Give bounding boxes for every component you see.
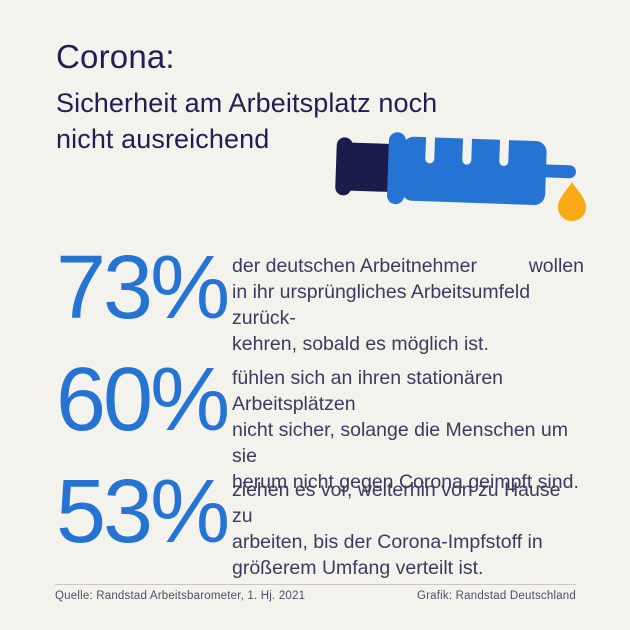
stat-53-line-2: arbeiten, bis der Corona-Impfstoff in (232, 531, 543, 553)
stat-value-53: 53% (56, 462, 230, 562)
stat-row-53: 53% ziehen es vor, weiterhin von zu Haus… (56, 462, 586, 581)
stat-60-line-3: herum nicht gegen Corona geimpft sind. (232, 471, 579, 493)
footer: Quelle: Randstad Arbeitsbarometer, 1. Hj… (55, 590, 576, 602)
stat-73-line-1b: wollen (528, 255, 584, 277)
stat-60-line-2: nicht sicher, solange die Menschen um si… (232, 419, 569, 467)
stat-text-60: fühlen sich an ihren stationären Arbeits… (232, 358, 584, 495)
stat-60-line-1: fühlen sich an ihren stationären Arbeits… (232, 367, 504, 415)
stat-value-60: 60% (56, 350, 230, 450)
footer-divider (55, 584, 576, 585)
stat-text-53: ziehen es vor, weiterhin von zu Hause zu… (232, 470, 584, 581)
stat-73-line-3: kehren, sobald es möglich ist. (232, 333, 489, 355)
footer-source: Quelle: Randstad Arbeitsbarometer, 1. Hj… (55, 590, 306, 602)
footer-credit: Grafik: Randstad Deutschland (416, 590, 576, 602)
stat-text-73: der deutschen Arbeitnehmer wollen in ihr… (232, 246, 584, 357)
subtitle-line-2: nicht ausreichend (56, 124, 270, 154)
syringe-icon (328, 122, 600, 234)
stat-row-60: 60% fühlen sich an ihren stationären Arb… (56, 350, 586, 495)
stat-73-line-2: in ihr ursprüngliches Arbeitsumfeld zurü… (232, 281, 531, 329)
drop-icon (558, 182, 586, 221)
page-subtitle: Sicherheit am Arbeitsplatz noch nicht au… (56, 85, 437, 157)
page-title: Corona: (56, 38, 175, 75)
stat-73-line-1: der deutschen Arbeitnehmer wollen (232, 253, 584, 279)
header: Corona: Sicherheit am Arbeitsplatz noch … (56, 38, 437, 157)
stat-value-73: 73% (56, 238, 230, 338)
stat-53-line-3: größerem Umfang verteilt ist. (232, 557, 484, 579)
stat-73-line-1a: der deutschen Arbeitnehmer (232, 255, 477, 277)
stat-row-73: 73% der deutschen Arbeitnehmer wollen in… (56, 238, 586, 357)
subtitle-line-1: Sicherheit am Arbeitsplatz noch (56, 88, 438, 118)
stat-53-line-1: ziehen es vor, weiterhin von zu Hause zu (232, 479, 561, 527)
